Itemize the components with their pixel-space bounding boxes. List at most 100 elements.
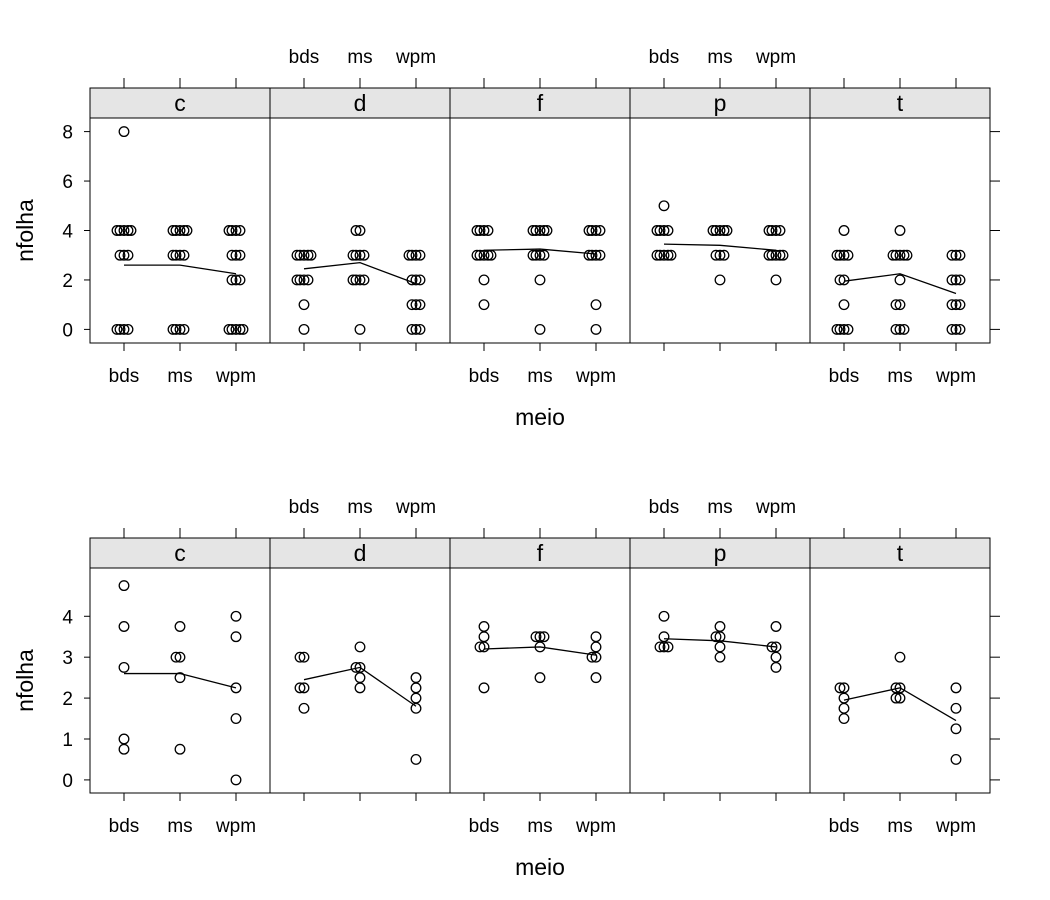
strip-label-f: f — [537, 90, 544, 116]
data-point — [538, 249, 550, 261]
data-point — [894, 651, 906, 663]
x-axis-title: meio — [515, 854, 565, 880]
data-point — [178, 249, 190, 261]
data-point — [530, 249, 542, 261]
data-point — [838, 249, 850, 261]
x-tick-label: wpm — [215, 366, 256, 387]
panel-p: p bds ms wpm — [629, 47, 811, 351]
mean-line — [303, 666, 417, 707]
data-point — [167, 323, 179, 335]
data-point — [226, 225, 238, 236]
data-point — [890, 249, 902, 261]
data-point — [347, 274, 359, 286]
data-point — [354, 274, 366, 286]
data-point — [950, 323, 962, 335]
data-point — [223, 225, 235, 236]
mean-line — [303, 261, 417, 285]
data-point — [354, 672, 366, 684]
data-point — [237, 323, 249, 335]
data-point — [590, 225, 602, 236]
data-point — [226, 323, 238, 335]
y-tick-label: 4 — [62, 607, 73, 628]
data-point — [350, 249, 362, 261]
strip-label-c: c — [174, 90, 186, 116]
data-point — [665, 249, 677, 261]
data-point — [834, 274, 846, 286]
data-point — [294, 682, 306, 694]
data-point — [530, 631, 542, 643]
data-point — [358, 249, 370, 261]
data-point — [770, 621, 782, 632]
x-tick-label-top: ms — [707, 47, 732, 68]
data-point — [230, 225, 242, 236]
x-tick-label: ms — [167, 816, 192, 837]
data-point — [662, 225, 674, 236]
data-point — [770, 249, 782, 261]
data-point — [842, 323, 854, 335]
data-point — [527, 225, 539, 236]
y-axis-title: nfolha — [12, 649, 38, 712]
mean-line — [483, 248, 597, 255]
data-point — [410, 299, 422, 311]
data-point — [590, 249, 602, 261]
data-point — [950, 682, 962, 694]
x-tick-label-top: wpm — [395, 47, 436, 68]
data-point — [898, 249, 910, 261]
data-point — [887, 249, 899, 261]
data-point — [302, 249, 314, 261]
data-point — [770, 274, 782, 286]
data-point — [766, 641, 778, 653]
data-point — [118, 621, 130, 632]
data-point — [898, 323, 910, 335]
data-point — [118, 323, 130, 335]
data-point — [954, 299, 966, 311]
data-point — [838, 299, 850, 311]
data-point — [234, 274, 246, 286]
x-tick-label: wpm — [935, 366, 976, 387]
data-point — [350, 274, 362, 286]
data-point — [838, 692, 850, 704]
y-tick-label: 4 — [62, 222, 73, 243]
data-point — [170, 249, 182, 261]
x-tick-label: bds — [829, 366, 860, 387]
data-point — [658, 249, 670, 261]
data-point — [834, 323, 846, 335]
data-point — [478, 621, 490, 632]
data-point — [718, 249, 730, 261]
data-point — [347, 249, 359, 261]
data-point — [534, 225, 546, 236]
data-point — [834, 249, 846, 261]
panel-frame — [629, 117, 811, 344]
data-point — [777, 249, 789, 261]
strip-d — [269, 87, 451, 119]
data-point — [662, 249, 674, 261]
y-tick-label: 1 — [62, 730, 73, 751]
data-point — [406, 249, 418, 261]
data-point — [167, 225, 179, 236]
data-point — [230, 682, 242, 694]
data-point — [658, 631, 670, 643]
data-point — [950, 249, 962, 261]
y-tick-label: 3 — [62, 648, 73, 669]
panel-frame — [269, 117, 451, 344]
data-point — [478, 299, 490, 311]
mean-line — [124, 264, 237, 275]
data-point — [714, 651, 726, 663]
y-tick-label: 2 — [62, 689, 73, 710]
x-tick-label-top: bds — [289, 47, 320, 68]
strip-t — [809, 87, 991, 119]
y-axis-title: nfolha — [12, 199, 38, 262]
data-point — [946, 299, 958, 311]
mean-line — [663, 243, 777, 251]
data-point — [358, 274, 370, 286]
data-point — [118, 126, 130, 138]
data-point — [410, 249, 422, 261]
y-tick-label: 6 — [62, 172, 73, 193]
strip-t — [809, 537, 991, 569]
x-tick-label: bds — [829, 816, 860, 837]
panel-t: t bds ms wpm — [809, 78, 991, 387]
data-point — [474, 249, 486, 261]
data-point — [594, 225, 606, 236]
x-tick-label-top: wpm — [755, 497, 796, 518]
data-point — [414, 299, 426, 311]
